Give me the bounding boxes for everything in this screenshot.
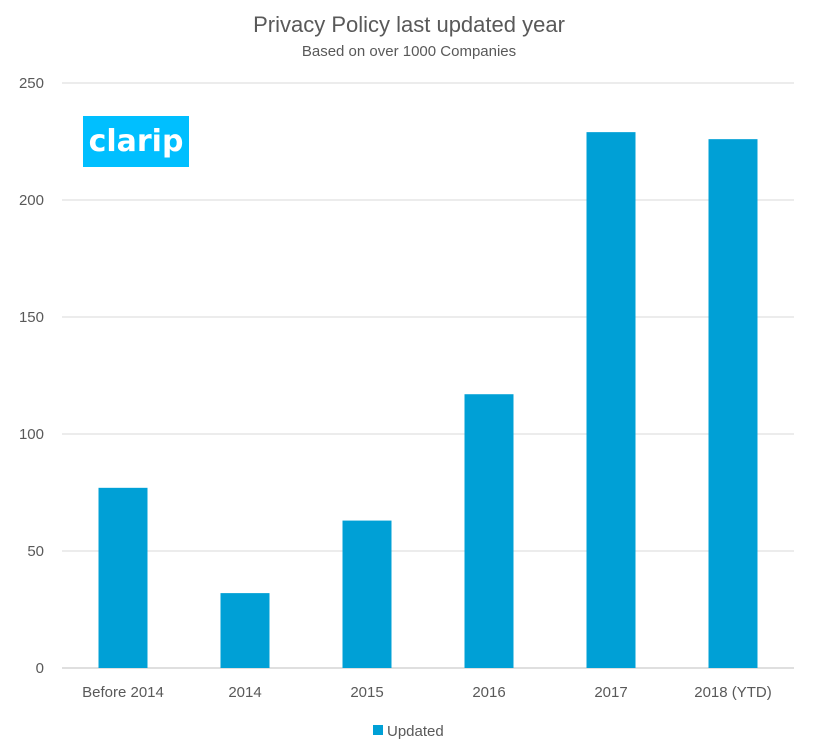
y-tick-label: 100 <box>19 426 44 443</box>
bars <box>98 132 758 668</box>
x-tick-label: 2014 <box>228 684 261 701</box>
bar <box>586 132 636 668</box>
logo-wordmark: clarip <box>89 124 184 159</box>
legend-label: Updated <box>387 723 444 740</box>
y-tick-label: 200 <box>19 192 44 209</box>
x-tick-label: 2018 (YTD) <box>694 684 772 701</box>
legend: Updated <box>373 723 444 740</box>
chart-title: Privacy Policy last updated year <box>253 12 565 37</box>
x-tick-label: 2017 <box>594 684 627 701</box>
x-tick-label: 2016 <box>472 684 505 701</box>
logo-background <box>83 116 189 167</box>
y-tick-label: 0 <box>36 660 44 677</box>
x-axis-ticks: Before 2014 2014 2015 2016 2017 2018 (YTD) <box>82 684 772 701</box>
x-tick-label: Before 2014 <box>82 684 164 701</box>
bar <box>220 593 270 668</box>
legend-swatch <box>373 725 383 735</box>
x-tick-label: 2015 <box>350 684 383 701</box>
gridlines <box>62 82 794 669</box>
clarip-logo: clarip <box>83 116 189 167</box>
bar <box>342 520 392 668</box>
y-axis-ticks: 0 50 100 150 200 250 <box>19 75 44 677</box>
y-tick-label: 50 <box>27 543 44 560</box>
y-tick-label: 250 <box>19 75 44 92</box>
bar <box>464 394 514 668</box>
bar <box>98 487 148 668</box>
chart-subtitle: Based on over 1000 Companies <box>302 43 516 60</box>
y-tick-label: 150 <box>19 309 44 326</box>
bar <box>708 139 758 668</box>
